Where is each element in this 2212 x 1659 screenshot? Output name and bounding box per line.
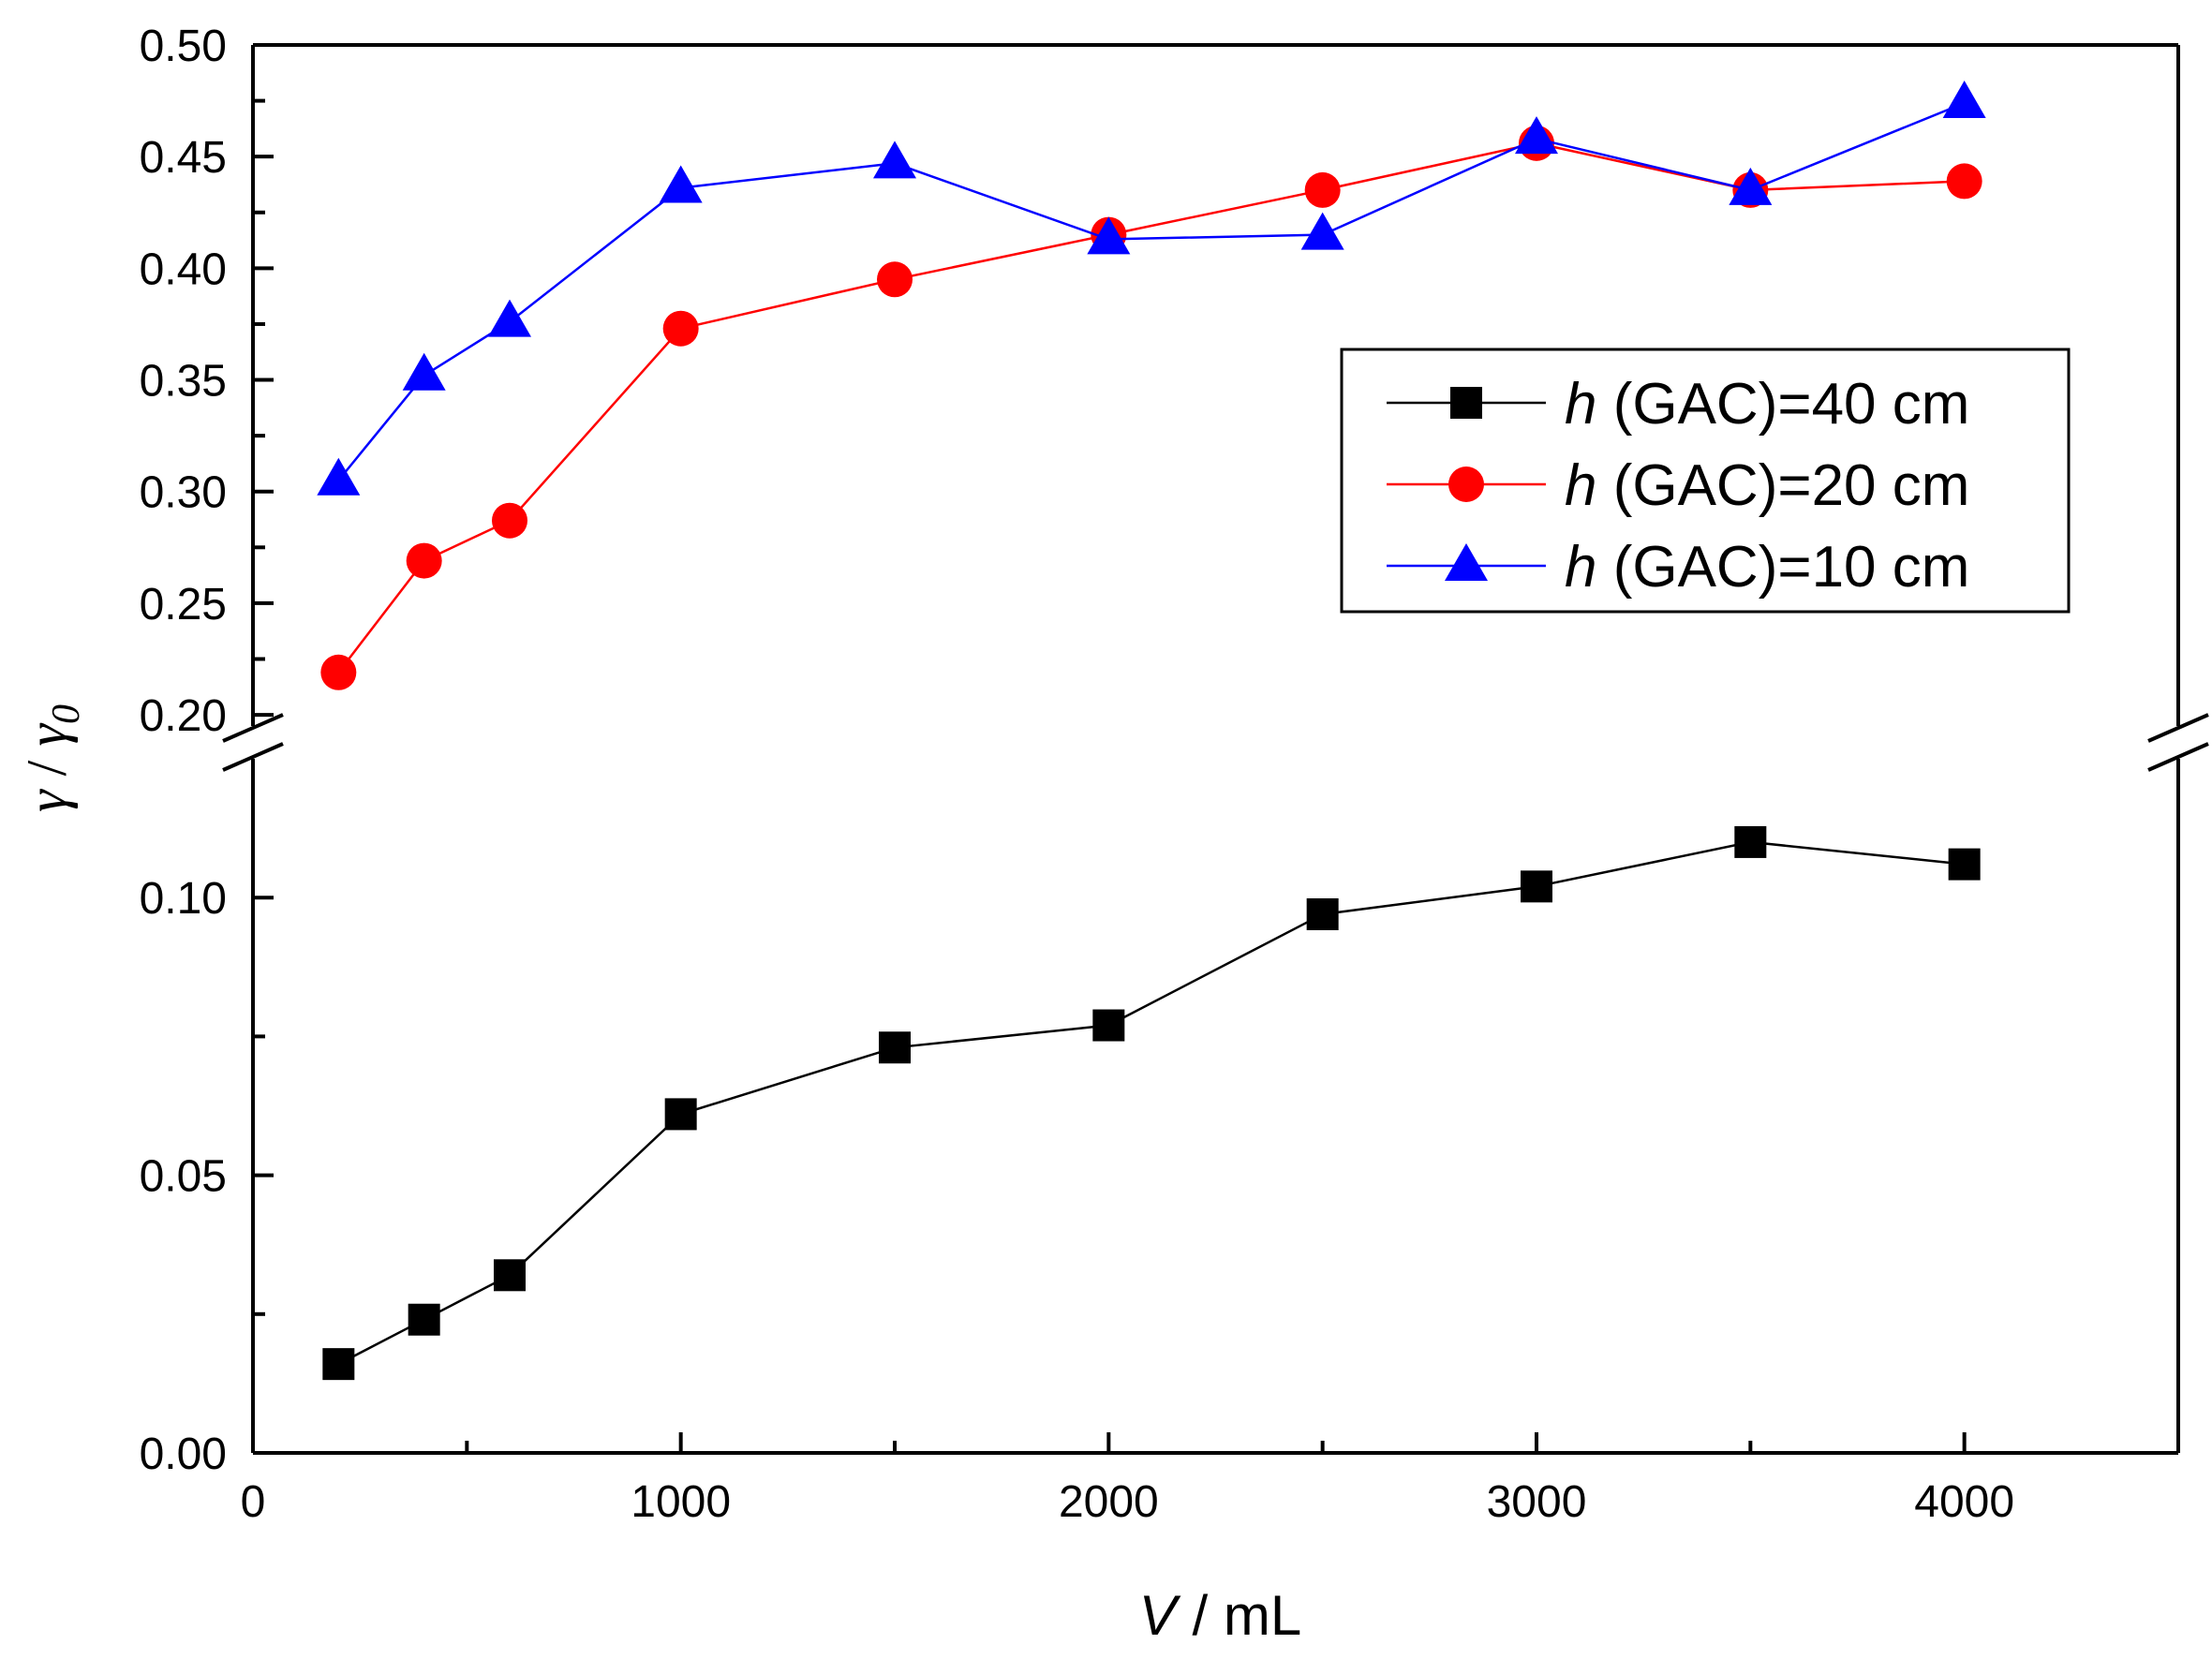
x-tick-label: 0 <box>241 1477 266 1527</box>
legend-label: h (GAC)=10 cm <box>1565 535 1969 600</box>
legend-item: h (GAC)=20 cm <box>1387 453 1969 518</box>
y-tick-label: 0.25 <box>140 580 227 630</box>
y-axis: 0.00 0.05 0.10 0.20 0.25 0.30 0.35 0.40 0.45 0.50 <box>140 22 274 1479</box>
data-point <box>1946 163 1982 200</box>
x-axis: 0 1000 2000 3000 4000 <box>241 1432 2014 1527</box>
data-point <box>1092 1009 1125 1042</box>
axis-titles: V / mL γ / γ0 <box>16 704 1301 1647</box>
break-mark-left-b <box>222 742 284 772</box>
data-point <box>1521 870 1552 903</box>
data-point <box>1942 80 1986 118</box>
y-tick-label: 0.40 <box>140 244 227 294</box>
data-point <box>1734 825 1767 858</box>
series-line <box>337 141 1965 674</box>
data-point <box>406 542 442 579</box>
y-tick-label: 0.30 <box>140 468 227 518</box>
axis-break-marks <box>222 713 2209 772</box>
legend-item: h (GAC)=40 cm <box>1387 372 1969 437</box>
x-axis-title: V / mL <box>1139 1584 1301 1647</box>
data-point <box>488 299 531 337</box>
break-mark-right-b <box>2147 742 2209 772</box>
x-tick-label: 2000 <box>1059 1477 1159 1527</box>
legend-marker <box>1448 467 1484 502</box>
data-point <box>492 502 527 539</box>
legend-label: h (GAC)=20 cm <box>1565 453 1969 518</box>
y-tick-label: 0.35 <box>140 357 227 407</box>
data-point <box>1306 897 1339 930</box>
data-point <box>494 1259 526 1292</box>
y-tick-label: 0.00 <box>140 1429 227 1479</box>
y-tick-label: 0.20 <box>140 691 227 741</box>
y-tick-label: 0.10 <box>140 874 227 924</box>
data-point <box>402 352 446 391</box>
data-point <box>317 457 361 496</box>
data-point <box>1729 167 1773 205</box>
y-tick-label: 0.50 <box>140 22 227 71</box>
break-mark-right-a <box>2147 713 2209 743</box>
legend-marker <box>1450 387 1482 419</box>
y-axis-title: γ / γ0 <box>16 704 88 812</box>
legend-item: h (GAC)=10 cm <box>1387 535 1969 600</box>
series-square <box>322 825 1981 1381</box>
series-line <box>337 840 1965 1366</box>
x-tick-label: 1000 <box>631 1477 731 1527</box>
legend-marker <box>1445 543 1488 581</box>
legend-label: h (GAC)=40 cm <box>1565 372 1969 437</box>
data-point <box>408 1303 440 1336</box>
series-triangle <box>317 80 1986 496</box>
data-point <box>1304 171 1341 208</box>
data-point <box>1948 848 1981 881</box>
plot-frame <box>251 43 2180 1455</box>
series-layer <box>317 80 1986 1381</box>
data-point <box>877 261 913 298</box>
data-point <box>1087 216 1131 255</box>
y-tick-label: 0.45 <box>140 133 227 183</box>
data-point <box>664 1098 697 1131</box>
data-point <box>322 1348 355 1381</box>
data-point <box>873 141 916 179</box>
data-point <box>320 654 357 690</box>
data-point <box>1515 116 1558 155</box>
break-mark-left-a <box>222 713 284 743</box>
data-point <box>879 1031 911 1064</box>
x-tick-label: 3000 <box>1487 1477 1587 1527</box>
y-tick-label: 0.05 <box>140 1152 227 1202</box>
data-point <box>1300 212 1344 250</box>
series-line <box>337 101 1966 481</box>
legend: h (GAC)=40 cm h (GAC)=20 cm h (GAC)=10 cm <box>1340 348 2071 614</box>
data-point <box>659 165 703 203</box>
data-point <box>662 310 699 347</box>
x-tick-label: 4000 <box>1914 1477 2014 1527</box>
